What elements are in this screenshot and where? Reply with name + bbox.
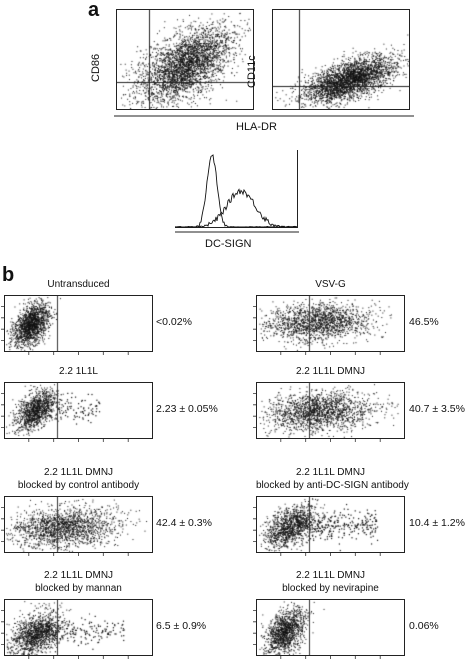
transduction-scatter-plot xyxy=(4,382,153,439)
hladr-axis-label: HLA-DR xyxy=(236,121,277,133)
axis-ticks xyxy=(253,306,381,355)
scatter-points xyxy=(257,497,404,552)
scatter-points xyxy=(5,296,152,351)
axis-ticks xyxy=(1,610,129,659)
plot-title-line: blocked by control antibody xyxy=(17,480,140,491)
plot-title: 2.2 1L1L xyxy=(4,365,153,378)
cd86-vs-hladr-plot xyxy=(116,9,254,110)
plot-title-line: blocked by nevirapine xyxy=(282,583,379,594)
plot-title: 2.2 1L1L DMNJ xyxy=(256,365,405,378)
panel-a-letter: a xyxy=(88,0,100,21)
axis-ticks xyxy=(253,610,381,659)
dc-sign-staining-curve xyxy=(175,188,298,228)
scatter-points xyxy=(257,296,404,351)
cd11c-vs-hladr-plot xyxy=(272,9,410,110)
transduction-scatter-plot xyxy=(4,496,153,553)
transduction-scatter-plot xyxy=(256,382,405,439)
plot-title-line: blocked by mannan xyxy=(35,583,122,594)
scatter-points xyxy=(5,497,152,552)
scatter-points xyxy=(257,600,404,655)
scatter-points xyxy=(5,383,152,438)
positive-percentage: 2.23 ± 0.05% xyxy=(156,403,218,415)
transduction-scatter-plot xyxy=(256,496,405,553)
axis-ticks xyxy=(1,393,129,442)
plot-title-line: 2.2 1L1L DMNJ xyxy=(295,366,366,377)
plot-title: VSV-G xyxy=(256,278,405,291)
positive-percentage: 42.4 ± 0.3% xyxy=(156,517,212,529)
plot-title-line: 2.2 1L1L DMNJ xyxy=(295,570,366,581)
plot-title: 2.2 1L1L DMNJ blocked by mannan xyxy=(4,569,153,595)
axis-ticks xyxy=(253,393,381,442)
cd86-scatter-points xyxy=(117,10,253,109)
isotype-control-curve xyxy=(174,154,298,228)
plot-title-line: 2.2 1L1L xyxy=(59,366,98,377)
plot-title: Untransduced xyxy=(4,278,153,291)
positive-percentage: 6.5 ± 0.9% xyxy=(156,620,207,632)
cd11c-scatter-points xyxy=(273,10,409,109)
positive-percentage: 40.7 ± 3.5% xyxy=(409,403,465,415)
plot-title-line: VSV-G xyxy=(315,279,346,290)
plot-title-line: 2.2 1L1L DMNJ xyxy=(295,467,366,478)
transduction-scatter-plot xyxy=(256,295,405,352)
positive-percentage: 46.5% xyxy=(409,316,439,328)
cd11c-axis-label: CD11c xyxy=(246,55,258,88)
cd86-axis-label: CD86 xyxy=(90,53,102,82)
transduction-scatter-plot xyxy=(4,295,153,352)
positive-percentage: <0.02% xyxy=(156,316,192,328)
plot-title-line: 2.2 1L1L DMNJ xyxy=(43,467,114,478)
plot-title: 2.2 1L1L DMNJ blocked by nevirapine xyxy=(256,569,405,595)
positive-percentage: 0.06% xyxy=(409,620,439,632)
plot-title-line: 2.2 1L1L DMNJ xyxy=(43,570,114,581)
scatter-points xyxy=(257,383,404,438)
dc-sign-histogram xyxy=(174,150,298,228)
panel-b-letter: b xyxy=(2,264,15,286)
plot-title-line: blocked by anti-DC-SIGN antibody xyxy=(256,480,409,491)
axis-ticks xyxy=(1,507,129,556)
plot-title: 2.2 1L1L DMNJ blocked by control antibody xyxy=(4,466,153,492)
dc-sign-axis-line xyxy=(175,231,299,233)
plot-title-line: Untransduced xyxy=(47,279,110,290)
hladr-axis-line xyxy=(114,115,414,117)
axis-ticks xyxy=(1,306,129,355)
positive-percentage: 10.4 ± 1.2% xyxy=(409,517,465,529)
transduction-scatter-plot xyxy=(256,599,405,656)
dc-sign-axis-label: DC-SIGN xyxy=(205,238,252,250)
scatter-points xyxy=(5,600,152,655)
dc-sign-histogram-curves xyxy=(174,154,298,228)
plot-title: 2.2 1L1L DMNJ blocked by anti-DC-SIGN ant… xyxy=(256,466,409,492)
axis-ticks xyxy=(253,507,381,556)
transduction-scatter-plot xyxy=(4,599,153,656)
